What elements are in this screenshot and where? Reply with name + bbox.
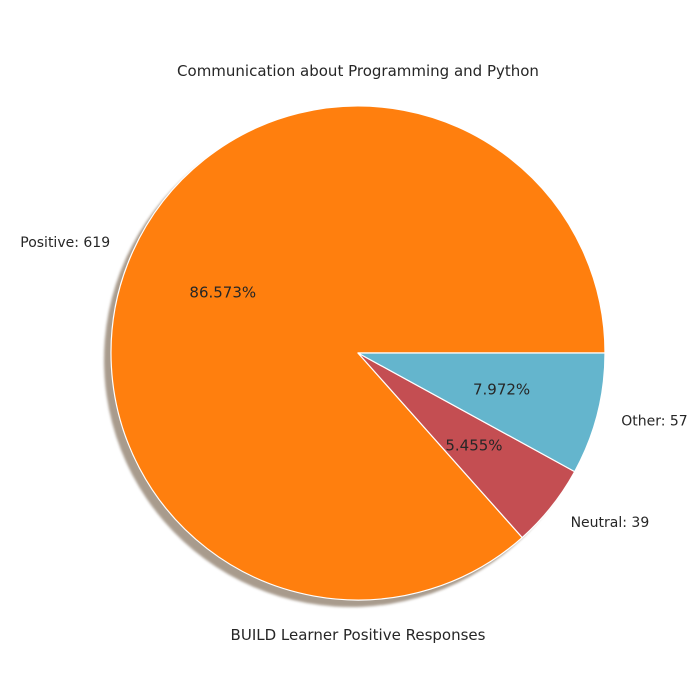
slice-percent-positive: 86.573% bbox=[189, 283, 256, 301]
pie-slice-positive bbox=[110, 105, 606, 601]
pie-slices bbox=[110, 105, 606, 601]
chart-title: Communication about Programming and Pyth… bbox=[177, 62, 539, 80]
pie-slice-other bbox=[357, 352, 606, 473]
slice-labels: Positive: 619 Neutral: 39 Other: 57 bbox=[20, 235, 687, 531]
slice-percent-other: 7.972% bbox=[473, 381, 530, 399]
slice-label-positive: Positive: 619 bbox=[20, 235, 110, 251]
slice-label-neutral: Neutral: 39 bbox=[571, 515, 650, 531]
slice-label-other: Other: 57 bbox=[621, 413, 688, 429]
x-axis-label: BUILD Learner Positive Responses bbox=[231, 626, 486, 644]
slice-percent-labels: 86.573% 5.455% 7.972% bbox=[189, 283, 530, 454]
slice-percent-neutral: 5.455% bbox=[445, 436, 502, 454]
